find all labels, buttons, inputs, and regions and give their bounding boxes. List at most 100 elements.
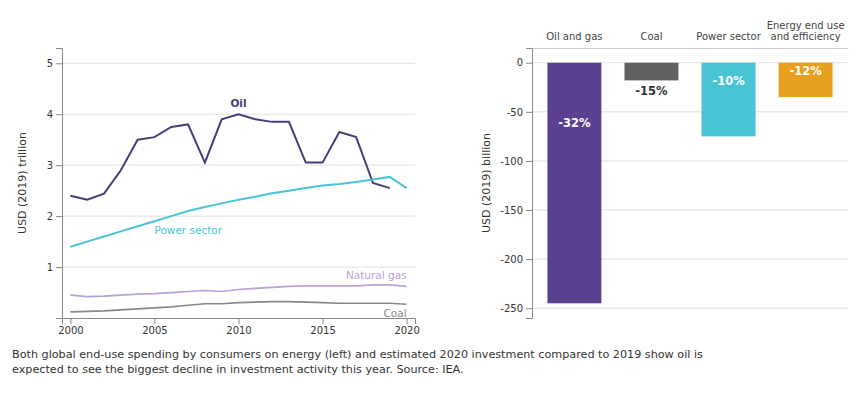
y-axis-tick: 5 (47, 58, 62, 69)
bar (779, 63, 833, 97)
grid-line (62, 267, 415, 268)
text-line: Oil and gas (546, 31, 602, 42)
y-axis-tick-label: 1 (47, 262, 53, 273)
y-axis-tick-label: -200 (500, 254, 523, 265)
x-axis-tick-label: 2010 (226, 325, 251, 336)
bar (547, 63, 601, 304)
y-axis-tick-label: 5 (47, 58, 53, 69)
category-axis-line (533, 48, 849, 49)
category-axis-tick-label: Energy end useand efficiency (767, 20, 845, 43)
y-axis: 1 2 3 4 5 (47, 49, 63, 319)
line-series (70, 302, 406, 312)
grid-line (62, 63, 415, 64)
y-axis-tick-line (56, 216, 62, 217)
y-axis-tick-label: -150 (500, 205, 523, 216)
text-line: and efficiency (771, 31, 841, 42)
y-axis-title: USD (2019) trillion (16, 132, 29, 234)
text-line: Power sector (696, 31, 761, 42)
y-axis-tick-line (56, 165, 62, 166)
y-axis-tick: -50 (507, 107, 532, 118)
bar (624, 63, 678, 81)
line-series (70, 114, 389, 200)
x-axis-tick-line (70, 318, 71, 324)
x-axis-tick: 2015 (310, 318, 335, 336)
bar-annotation: -15% (635, 84, 668, 98)
line-series (70, 177, 406, 247)
category-axis: Oil and gas Coal Power sector Energy end us… (533, 20, 849, 49)
x-axis-tick-label: 2005 (142, 325, 167, 336)
text-line: Both global end-use spending by consumer… (12, 348, 703, 361)
y-axis-tick: -150 (500, 205, 532, 216)
y-axis-tick-line (526, 308, 532, 309)
y-axis-tick: -200 (500, 254, 532, 265)
x-axis: 2000 2005 2010 2015 2020 (58, 318, 420, 336)
y-axis-tick: 0 (517, 57, 532, 68)
y-axis-tick-label: -250 (500, 303, 523, 314)
category-axis-tick-label: Coal (640, 31, 662, 42)
x-axis-tick: 2020 (394, 318, 419, 336)
bar-annotation: -12% (789, 64, 822, 78)
x-axis-line (63, 319, 416, 325)
x-axis-tick-line (239, 318, 240, 324)
y-axis-tick-label: 2 (47, 211, 53, 222)
bar (702, 63, 756, 137)
x-axis-tick: 2000 (58, 318, 83, 336)
category-axis-tick: Coal (640, 31, 662, 48)
caption: Both global end-use spending by consumer… (12, 348, 703, 376)
grid-line (62, 216, 415, 217)
y-axis-tick-label: -50 (507, 107, 523, 118)
line-labels: OilPower sectorNatural gasCoal (154, 97, 406, 319)
grid (62, 63, 415, 267)
y-axis-tick-line (56, 267, 62, 268)
y-axis: 0 -50 -100 -150 -200 -250 (500, 49, 532, 319)
y-axis-tick: 2 (47, 211, 62, 222)
grid (532, 63, 848, 308)
x-axis-tick-label: 2020 (394, 325, 419, 336)
y-axis-tick-line (526, 210, 532, 211)
chart-container: 2000 2005 2010 2015 2020 1 2 3 4 5 USD (2019) tril… (0, 0, 866, 412)
y-axis-title: USD (2019) billion (480, 133, 493, 233)
y-axis-tick-line (526, 63, 532, 64)
text-line: Energy end use (767, 20, 845, 31)
x-axis-tick-label: 2000 (58, 325, 83, 336)
x-axis-tick-line (323, 318, 324, 324)
y-axis-tick-line (56, 63, 62, 64)
grid-line (532, 308, 848, 309)
bar-annotations: -32% -15% -10% -12% (558, 64, 822, 130)
y-axis-tick-line (526, 259, 532, 260)
x-axis-tick-label: 2015 (310, 325, 335, 336)
line-series (70, 285, 406, 297)
y-axis-line (526, 49, 533, 319)
text-line: Coal (640, 31, 662, 42)
text-line: expected to see the biggest decline in i… (12, 363, 464, 376)
y-axis-line (56, 49, 63, 319)
x-axis-tick: 2010 (226, 318, 251, 336)
y-axis-tick-label: -100 (500, 156, 523, 167)
series-label: Oil (230, 97, 246, 109)
y-axis-tick-line (526, 161, 532, 162)
plot-area (547, 63, 832, 304)
category-axis-tick: Oil and gas (546, 31, 602, 48)
grid-line (62, 165, 415, 166)
y-axis-tick-label: 3 (47, 160, 53, 171)
category-axis-tick: Energy end useand efficiency (767, 20, 845, 49)
plot-area (70, 114, 406, 312)
y-axis-tick: -100 (500, 156, 532, 167)
x-axis-tick-line (154, 318, 155, 324)
y-axis-tick-line (56, 114, 62, 115)
y-axis-tick: 4 (47, 109, 62, 120)
chart-svg: 2000 2005 2010 2015 2020 1 2 3 4 5 USD (2019) tril… (0, 0, 866, 412)
bar-annotation: -10% (712, 74, 745, 88)
category-axis-tick: Power sector (696, 31, 761, 48)
series-label: Coal (383, 307, 406, 319)
y-axis-tick: -250 (500, 303, 532, 314)
y-axis-tick-line (526, 112, 532, 113)
y-axis-tick: 1 (47, 262, 62, 273)
bar-annotation: -32% (558, 116, 591, 130)
x-axis-tick-line (407, 318, 408, 324)
y-axis-tick: 3 (47, 160, 62, 171)
x-axis-tick: 2005 (142, 318, 167, 336)
category-axis-tick-label: Oil and gas (546, 31, 602, 42)
y-axis-tick-label: 0 (517, 57, 523, 68)
category-axis-tick-label: Power sector (696, 31, 761, 42)
